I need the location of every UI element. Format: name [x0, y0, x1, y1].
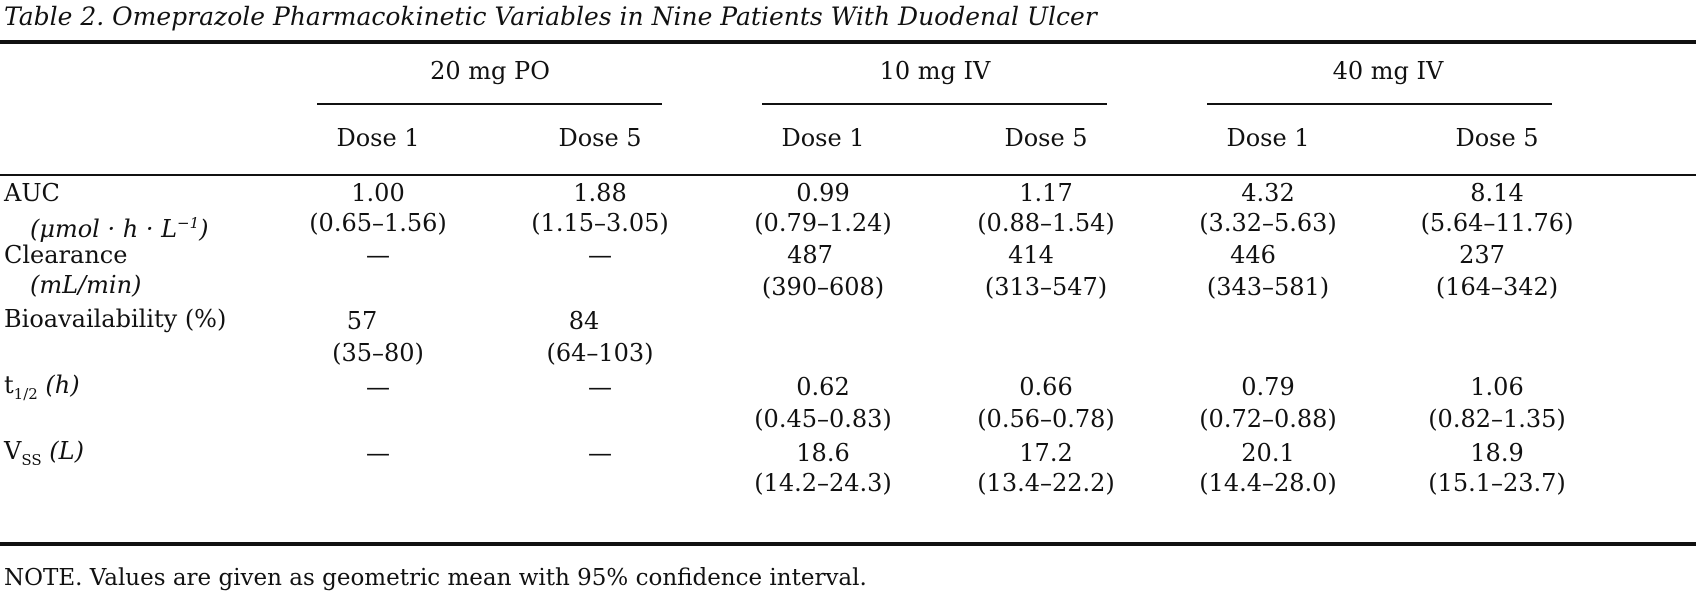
half-life-range: (0.45–0.83) [754, 405, 892, 433]
row-label-clearance: Clearance [4, 241, 128, 269]
half-life-value: 0.62 [796, 373, 850, 401]
clearance-value: — [588, 241, 612, 269]
vss-value: 20.1 [1241, 439, 1295, 467]
clearance-value: 487 [787, 241, 833, 269]
auc-value: 8.14 [1470, 179, 1524, 207]
bottom-rule [0, 542, 1696, 546]
group-header-40mg-iv: 40 mg IV [1332, 57, 1444, 85]
half-life-value: 1.06 [1470, 373, 1524, 401]
group-underline-40mg-iv [1207, 103, 1552, 105]
row-label-auc: AUC [4, 179, 60, 207]
vss-range: (14.4–28.0) [1199, 469, 1337, 497]
clearance-value: — [366, 241, 390, 269]
vss-range: (14.2–24.3) [754, 469, 892, 497]
header-rule [0, 174, 1696, 176]
bioavailability-value: 57 [346, 307, 378, 335]
clearance-range: (164–342) [1435, 273, 1559, 301]
auc-value: 4.32 [1241, 179, 1295, 207]
bioavailability-range: (35–80) [332, 339, 424, 367]
half-life-range: (0.72–0.88) [1199, 405, 1337, 433]
clearance-range: (390–608) [761, 273, 885, 301]
half-life-value: — [588, 373, 612, 401]
auc-range: (3.32–5.63) [1199, 209, 1337, 237]
row-label-vss: VSS (L) [4, 437, 84, 469]
half-life-value: — [366, 373, 390, 401]
dose-header: Dose 1 [1226, 124, 1310, 152]
vss-value: — [588, 439, 612, 467]
half-life-range: (0.82–1.35) [1428, 405, 1566, 433]
vss-range: (15.1–23.7) [1428, 469, 1566, 497]
group-header-10mg-iv: 10 mg IV [879, 57, 991, 85]
clearance-range: (313–547) [984, 273, 1108, 301]
table-note: NOTE. Values are given as geometric mean… [4, 565, 867, 591]
half-life-value: 0.79 [1241, 373, 1295, 401]
dose-header: Dose 1 [781, 124, 865, 152]
dose-header: Dose 1 [336, 124, 420, 152]
auc-range: (0.79–1.24) [754, 209, 892, 237]
group-underline-20mg-po [317, 103, 662, 105]
vss-range: (13.4–22.2) [977, 469, 1115, 497]
group-header-20mg-po: 20 mg PO [430, 57, 550, 85]
auc-value: 1.17 [1019, 179, 1073, 207]
bioavailability-value: 84 [568, 307, 600, 335]
vss-value: 18.9 [1470, 439, 1524, 467]
top-rule [0, 40, 1696, 44]
auc-value: 0.99 [796, 179, 850, 207]
auc-range: (0.65–1.56) [309, 209, 447, 237]
dose-header: Dose 5 [1455, 124, 1539, 152]
vss-value: — [366, 439, 390, 467]
row-unit-clearance: (mL/min) [30, 271, 142, 299]
dose-header: Dose 5 [1004, 124, 1088, 152]
auc-value: 1.00 [351, 179, 405, 207]
clearance-range: (343–581) [1206, 273, 1330, 301]
auc-range: (0.88–1.54) [977, 209, 1115, 237]
half-life-value: 0.66 [1019, 373, 1073, 401]
group-underline-10mg-iv [762, 103, 1107, 105]
dose-header: Dose 5 [558, 124, 642, 152]
clearance-value: 237 [1459, 241, 1505, 269]
auc-value: 1.88 [573, 179, 627, 207]
auc-range: (5.64–11.76) [1420, 209, 1574, 237]
row-label-half-life: t1/2 (h) [4, 371, 80, 403]
table-caption: Table 2. Omeprazole Pharmacokinetic Vari… [4, 2, 1097, 31]
row-label-bioavailability: Bioavailability (%) [4, 305, 227, 333]
half-life-range: (0.56–0.78) [977, 405, 1115, 433]
bioavailability-range: (64–103) [546, 339, 654, 367]
row-unit-auc: (μmol · h · L−1) [30, 214, 209, 243]
clearance-value: 414 [1008, 241, 1054, 269]
auc-range: (1.15–3.05) [531, 209, 669, 237]
vss-value: 18.6 [796, 439, 850, 467]
clearance-value: 446 [1230, 241, 1276, 269]
vss-value: 17.2 [1019, 439, 1073, 467]
